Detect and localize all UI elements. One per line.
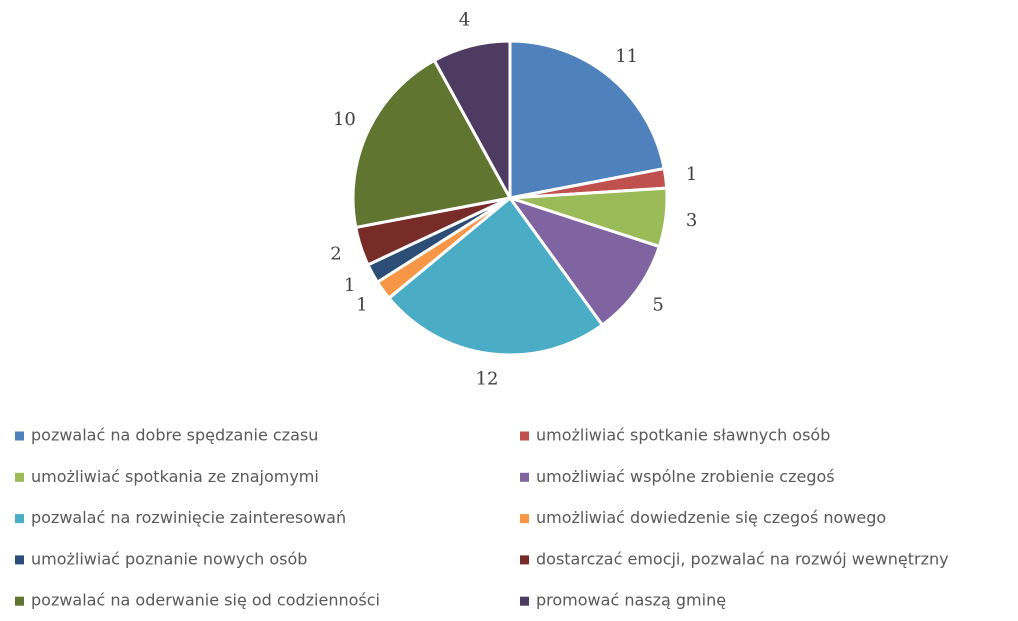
data-label: 10 (333, 109, 356, 130)
legend-swatch (15, 555, 24, 565)
legend-label: pozwalać na dobre spędzanie czasu (31, 426, 318, 445)
legend-label: promować naszą gminę (536, 591, 726, 610)
legend-swatch (520, 431, 529, 441)
pie-slice (506, 195, 662, 328)
legend-swatch (520, 555, 529, 565)
data-label: 2 (330, 244, 341, 265)
legend-label: pozwalać na rozwinięcie zainteresowań (31, 508, 346, 527)
legend-label: pozwalać na oderwanie się od codziennośc… (31, 591, 380, 610)
data-label: 1 (344, 275, 355, 296)
pie-slice (508, 39, 666, 200)
legend-swatch (520, 514, 529, 524)
data-label: 12 (476, 369, 499, 390)
data-label: 5 (652, 295, 663, 316)
legend-swatch (15, 431, 24, 441)
pie-slice (432, 39, 512, 199)
legend-swatch (520, 596, 529, 606)
pie-slice (386, 195, 605, 357)
data-label: 4 (459, 10, 470, 31)
data-label: 1 (356, 295, 367, 316)
data-label: 3 (686, 210, 697, 231)
data-label: 11 (615, 46, 638, 67)
legend-label: umożliwiać dowiedzenie się czegoś nowego (536, 508, 886, 527)
legend-swatch (15, 596, 24, 606)
pie-slice (351, 58, 513, 230)
data-label: 1 (686, 164, 697, 185)
legend-swatch (15, 514, 24, 524)
legend-label: umożliwiać wspólne zrobienie czegoś (536, 467, 835, 486)
legend-swatch (15, 472, 24, 482)
legend-swatch (520, 472, 529, 482)
legend-label: umożliwiać spotkania ze znajomymi (31, 467, 319, 486)
legend-label: umożliwiać poznanie nowych osób (31, 549, 307, 568)
legend-label: dostarczać emocji, pozwalać na rozwój we… (536, 549, 949, 568)
legend-label: umożliwiać spotkanie sławnych osób (536, 426, 830, 445)
